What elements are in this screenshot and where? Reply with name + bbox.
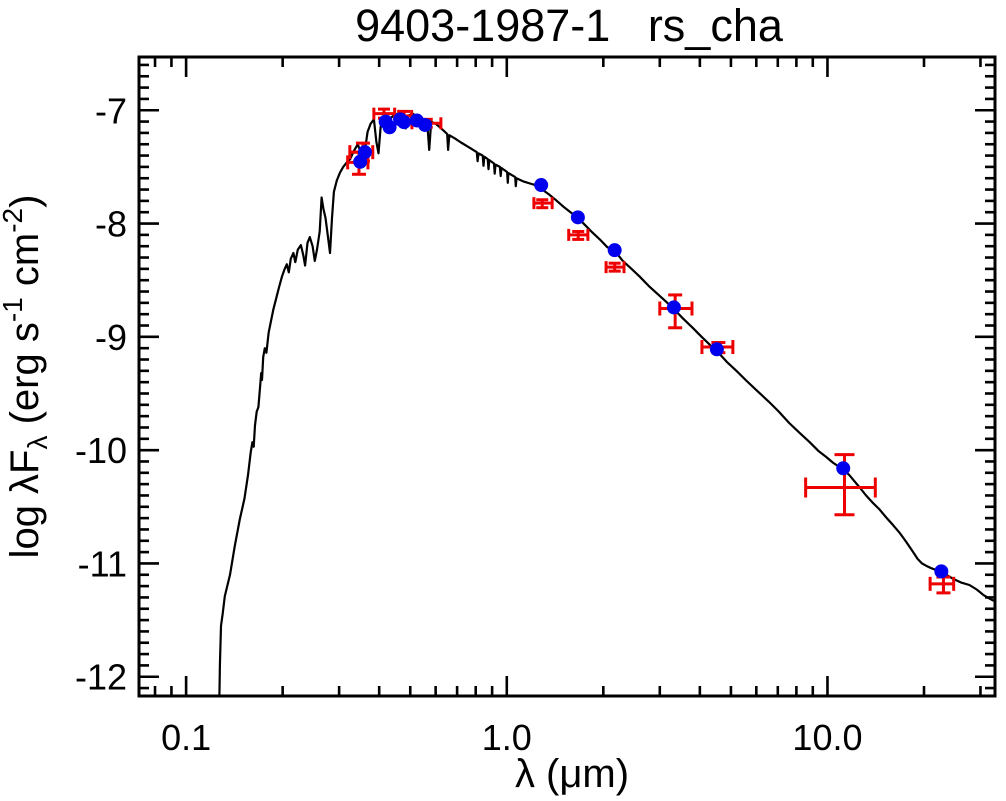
photometry-point [836,461,851,476]
y-tick-label: -9 [95,317,127,358]
model-spectrum-curve [218,112,995,697]
photometry-point [666,300,681,315]
x-tick-label: 1.0 [482,717,532,758]
y-tick-label: -12 [75,657,127,698]
y-axis-label-part: log λF [3,450,47,559]
photometry-point [534,178,549,193]
y-tick-label: -8 [95,204,127,245]
y-axis-label-part: -1 [0,297,28,322]
photometry-point [382,120,397,135]
photometry-point [709,342,724,357]
y-axis-label-part: cm [3,233,47,297]
photometry-point [934,564,949,579]
photometry-point [357,145,372,160]
x-tick-label: 0.1 [161,717,211,758]
x-axis-label: λ (μm) [515,752,629,796]
plot-frame [137,55,997,698]
photometry-point [570,210,585,225]
y-tick-label: -11 [78,543,127,584]
plot-title: 9403-1987-1 rs_cha [355,0,784,51]
y-axis-label-part: λ [22,436,53,450]
photometry-point [396,115,411,130]
y-tick-label: -10 [75,430,127,471]
y-axis-label-part: (erg s [3,322,47,435]
photometry-point [607,243,622,258]
y-axis-label-part: ) [3,195,47,208]
y-axis-label: log λFλ (erg s-1 cm-2) [0,195,53,559]
x-tick-label: 10.0 [792,717,862,758]
photometry-point [418,117,433,132]
y-axis-label-part: -2 [0,208,28,233]
y-tick-label: -7 [95,90,127,131]
